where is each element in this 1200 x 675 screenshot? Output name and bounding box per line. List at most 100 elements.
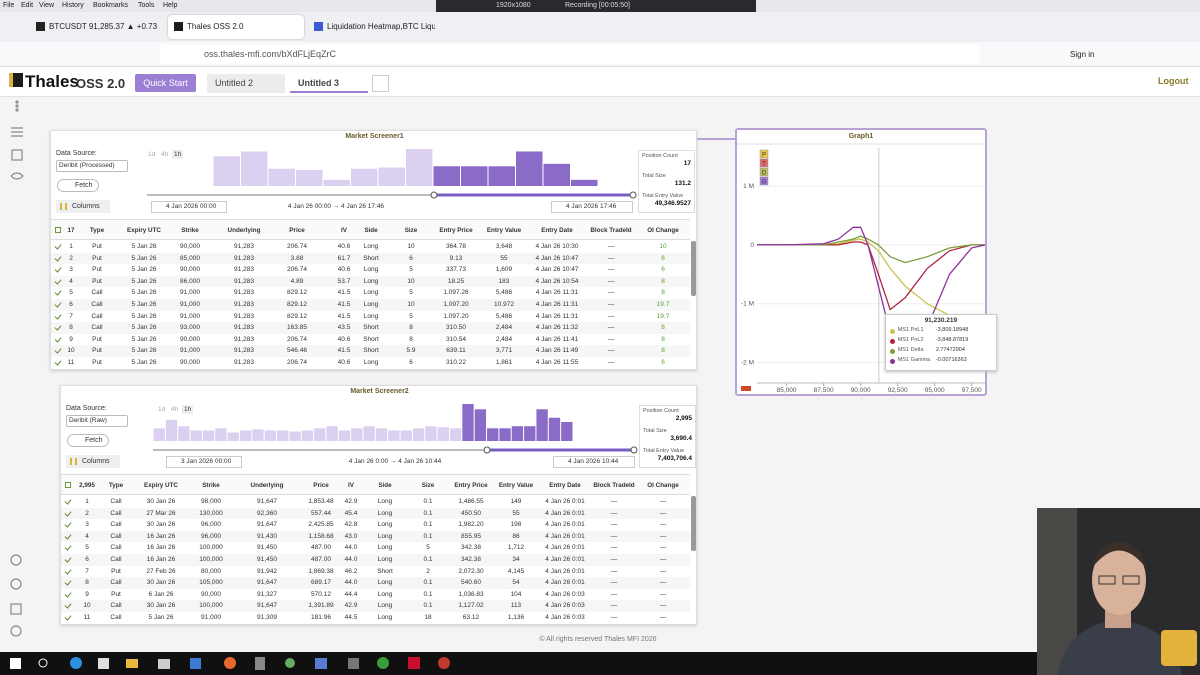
column-header[interactable]: Type — [108, 481, 124, 489]
table-row[interactable]: 2 Call 27 Mar 26 130,000 92,360 557.44 45.4 Lon… — [61, 507, 690, 520]
select-all-checkbox[interactable] — [55, 227, 61, 233]
table-row[interactable]: 10 Put 5 Jan 26 91,000 91,283 546.46 41.5 Short… — [51, 345, 690, 357]
start-date[interactable]: 3 Jan 2026 00:00 — [166, 456, 242, 468]
column-header[interactable]: Size — [404, 226, 418, 234]
table-row[interactable]: 5 Call 16 Jan 26 100,000 91,450 487.00 44.0 Lon… — [61, 542, 690, 554]
table-row[interactable]: 6 Call 5 Jan 26 91,000 91,283 829.12 41.5 Long 1… — [51, 299, 690, 311]
table-row[interactable]: 5 Call 5 Jan 26 91,000 91,283 829.12 41.5 Long 5… — [51, 287, 690, 299]
taskbar-icons[interactable] — [0, 652, 470, 675]
url-field[interactable] — [160, 45, 980, 64]
column-header[interactable]: Strike — [202, 481, 220, 489]
column-header[interactable]: Entry Price — [454, 481, 488, 489]
table-cell: 44.4 — [344, 590, 358, 598]
data-source-select[interactable]: Deribit (Raw) — [66, 415, 128, 427]
column-header[interactable]: Expiry UTC — [127, 226, 161, 234]
table-row[interactable]: 3 Call 30 Jan 26 96,000 91,647 2,425.85 42.8 Lo… — [61, 519, 690, 531]
column-header[interactable]: Price — [289, 226, 305, 234]
columns-button[interactable]: Columns — [56, 200, 110, 213]
table-row[interactable]: 1 Call 30 Jan 26 98,000 91,647 1,853.48 42.9 Lo… — [61, 496, 690, 508]
start-date[interactable]: 4 Jan 2026 00:00 — [151, 201, 227, 213]
table-row[interactable]: 7 Call 5 Jan 26 91,000 91,283 829.12 41.5 Long 5… — [51, 310, 690, 323]
table-cell: Call — [91, 289, 103, 297]
timeframe-button[interactable]: 4h — [161, 151, 169, 158]
table-row[interactable]: 8 Call 30 Jan 26 105,000 91,647 689.17 44.0 Lon… — [61, 577, 690, 589]
column-header[interactable]: Block TradeId — [590, 226, 632, 234]
column-header[interactable]: OI Change — [647, 481, 679, 489]
column-header[interactable]: Side — [378, 481, 392, 489]
data-source-select[interactable]: Deribit (Processed) — [56, 160, 128, 172]
table-cell: — — [607, 301, 615, 308]
table-row[interactable]: 4 Call 16 Jan 26 96,000 91,430 1,158.68 43.0 Lo… — [61, 530, 690, 543]
column-header[interactable]: OI Change — [647, 226, 679, 234]
column-header[interactable]: Underlying — [227, 226, 261, 234]
menu-item[interactable]: Tools — [138, 2, 155, 9]
app-tab[interactable]: Untitled 3 — [290, 74, 368, 93]
column-header[interactable]: Underlying — [250, 481, 284, 489]
browser-tab[interactable]: Thales OSS 2.0 — [168, 15, 304, 39]
columns-button[interactable]: Columns — [66, 455, 120, 468]
column-header[interactable]: IV — [348, 481, 354, 489]
column-header[interactable]: Entry Value — [486, 226, 522, 234]
table-row[interactable]: 11 Put 5 Jan 26 90,000 91,283 206.74 40.6 Long 6… — [51, 357, 690, 369]
table-row[interactable]: 1 Put 5 Jan 26 90,000 91,283 206.74 40.6 Long 10… — [51, 241, 690, 253]
column-header[interactable]: Entry Date — [541, 226, 573, 234]
series-line — [757, 226, 985, 364]
table-cell: 0.1 — [423, 590, 433, 598]
table-cell: 92,360 — [257, 509, 277, 517]
range-slider[interactable] — [61, 416, 697, 486]
table-row[interactable]: 7 Put 27 Feb 26 80,000 91,942 1,869.38 46.2 Sho… — [61, 565, 690, 578]
browser-tab[interactable]: Liquidation Heatmap,BTC Liqui — [308, 15, 444, 39]
column-header[interactable]: IV — [341, 226, 347, 234]
column-header[interactable]: Side — [364, 226, 378, 234]
menu-item[interactable]: File — [3, 2, 15, 9]
table-row[interactable]: 3 Put 5 Jan 26 90,000 91,283 206.74 40.6 Long 5 3… — [51, 264, 690, 276]
table-cell: 91,283 — [234, 289, 254, 297]
table-row[interactable]: 8 Call 5 Jan 26 93,000 91,283 163.85 43.5 Short… — [51, 322, 690, 334]
table-row[interactable]: 9 Put 6 Jan 26 90,000 91,327 570.12 44.4 Long 0.… — [61, 588, 690, 601]
column-header[interactable]: Expiry UTC — [144, 481, 178, 489]
logout[interactable]: Logout — [1158, 76, 1189, 86]
column-header[interactable]: Price — [313, 481, 329, 489]
table-row[interactable]: 4 Put 5 Jan 26 86,000 91,283 4.89 53.7 Long 10 18… — [51, 275, 690, 288]
column-header[interactable]: 17 — [67, 226, 75, 234]
timeframe-button[interactable]: 1d — [148, 151, 156, 158]
table-cell: Long — [377, 614, 393, 621]
end-date[interactable]: 4 Jan 2026 10:44 — [553, 456, 635, 468]
table-row[interactable]: 2 Put 5 Jan 26 85,000 91,283 3.88 61.7 Short 6 9.… — [51, 252, 690, 265]
column-header[interactable]: Entry Date — [549, 481, 581, 489]
timeframe-button[interactable]: 1h — [172, 150, 184, 159]
quick-start-button[interactable]: Quick Start — [135, 74, 196, 92]
table-cell: 91,283 — [234, 301, 254, 308]
range-slider[interactable] — [51, 161, 697, 231]
column-header[interactable]: Type — [89, 226, 105, 234]
end-date[interactable]: 4 Jan 2026 17:46 — [551, 201, 633, 213]
table-row[interactable]: 11 Call 5 Jan 26 91,000 91,309 181.96 44.5 Long… — [61, 612, 690, 624]
column-header[interactable]: Strike — [181, 226, 199, 234]
table-cell: 10 — [659, 243, 667, 250]
table-row[interactable]: 9 Put 5 Jan 26 90,000 91,283 206.74 40.6 Short 8… — [51, 333, 690, 346]
app-tab[interactable]: Untitled 2 — [207, 74, 285, 93]
select-all-checkbox[interactable] — [65, 482, 71, 488]
menu-item[interactable]: Edit — [21, 2, 34, 9]
column-header[interactable]: 2,995 — [79, 481, 95, 489]
add-tab-button[interactable] — [372, 75, 389, 92]
timeframe-button[interactable]: 4h — [171, 406, 179, 413]
column-header[interactable]: Size — [421, 481, 435, 489]
browser-tab[interactable]: BTCUSDT 91,285.37 ▲ +0.73% | — [30, 15, 166, 39]
table-row[interactable]: 6 Call 16 Jan 26 100,000 91,450 487.00 44.0 Lon… — [61, 554, 690, 566]
timeframe-button[interactable]: 1h — [182, 405, 194, 414]
column-header[interactable]: Entry Price — [439, 226, 473, 234]
menu-item[interactable]: History — [62, 2, 84, 9]
timeframe-button[interactable]: 1d — [158, 406, 166, 413]
fetch-button[interactable]: Fetch — [67, 434, 109, 447]
menu-item[interactable]: Help — [163, 2, 178, 9]
url-text[interactable]: oss.thales-mfi.com/bXdFLjEqZrC — [204, 49, 337, 59]
menu-item[interactable]: View — [39, 2, 55, 9]
table-row[interactable]: 10 Call 30 Jan 26 100,000 91,647 1,391.89 42.9… — [61, 600, 690, 612]
sign-in[interactable]: Sign in — [1070, 50, 1095, 59]
column-header[interactable]: Entry Value — [498, 481, 534, 489]
fetch-button[interactable]: Fetch — [57, 179, 99, 192]
menu-item[interactable]: Bookmarks — [93, 2, 129, 9]
column-header[interactable]: Block TradeId — [593, 481, 635, 489]
table-cell: Call — [110, 614, 122, 621]
